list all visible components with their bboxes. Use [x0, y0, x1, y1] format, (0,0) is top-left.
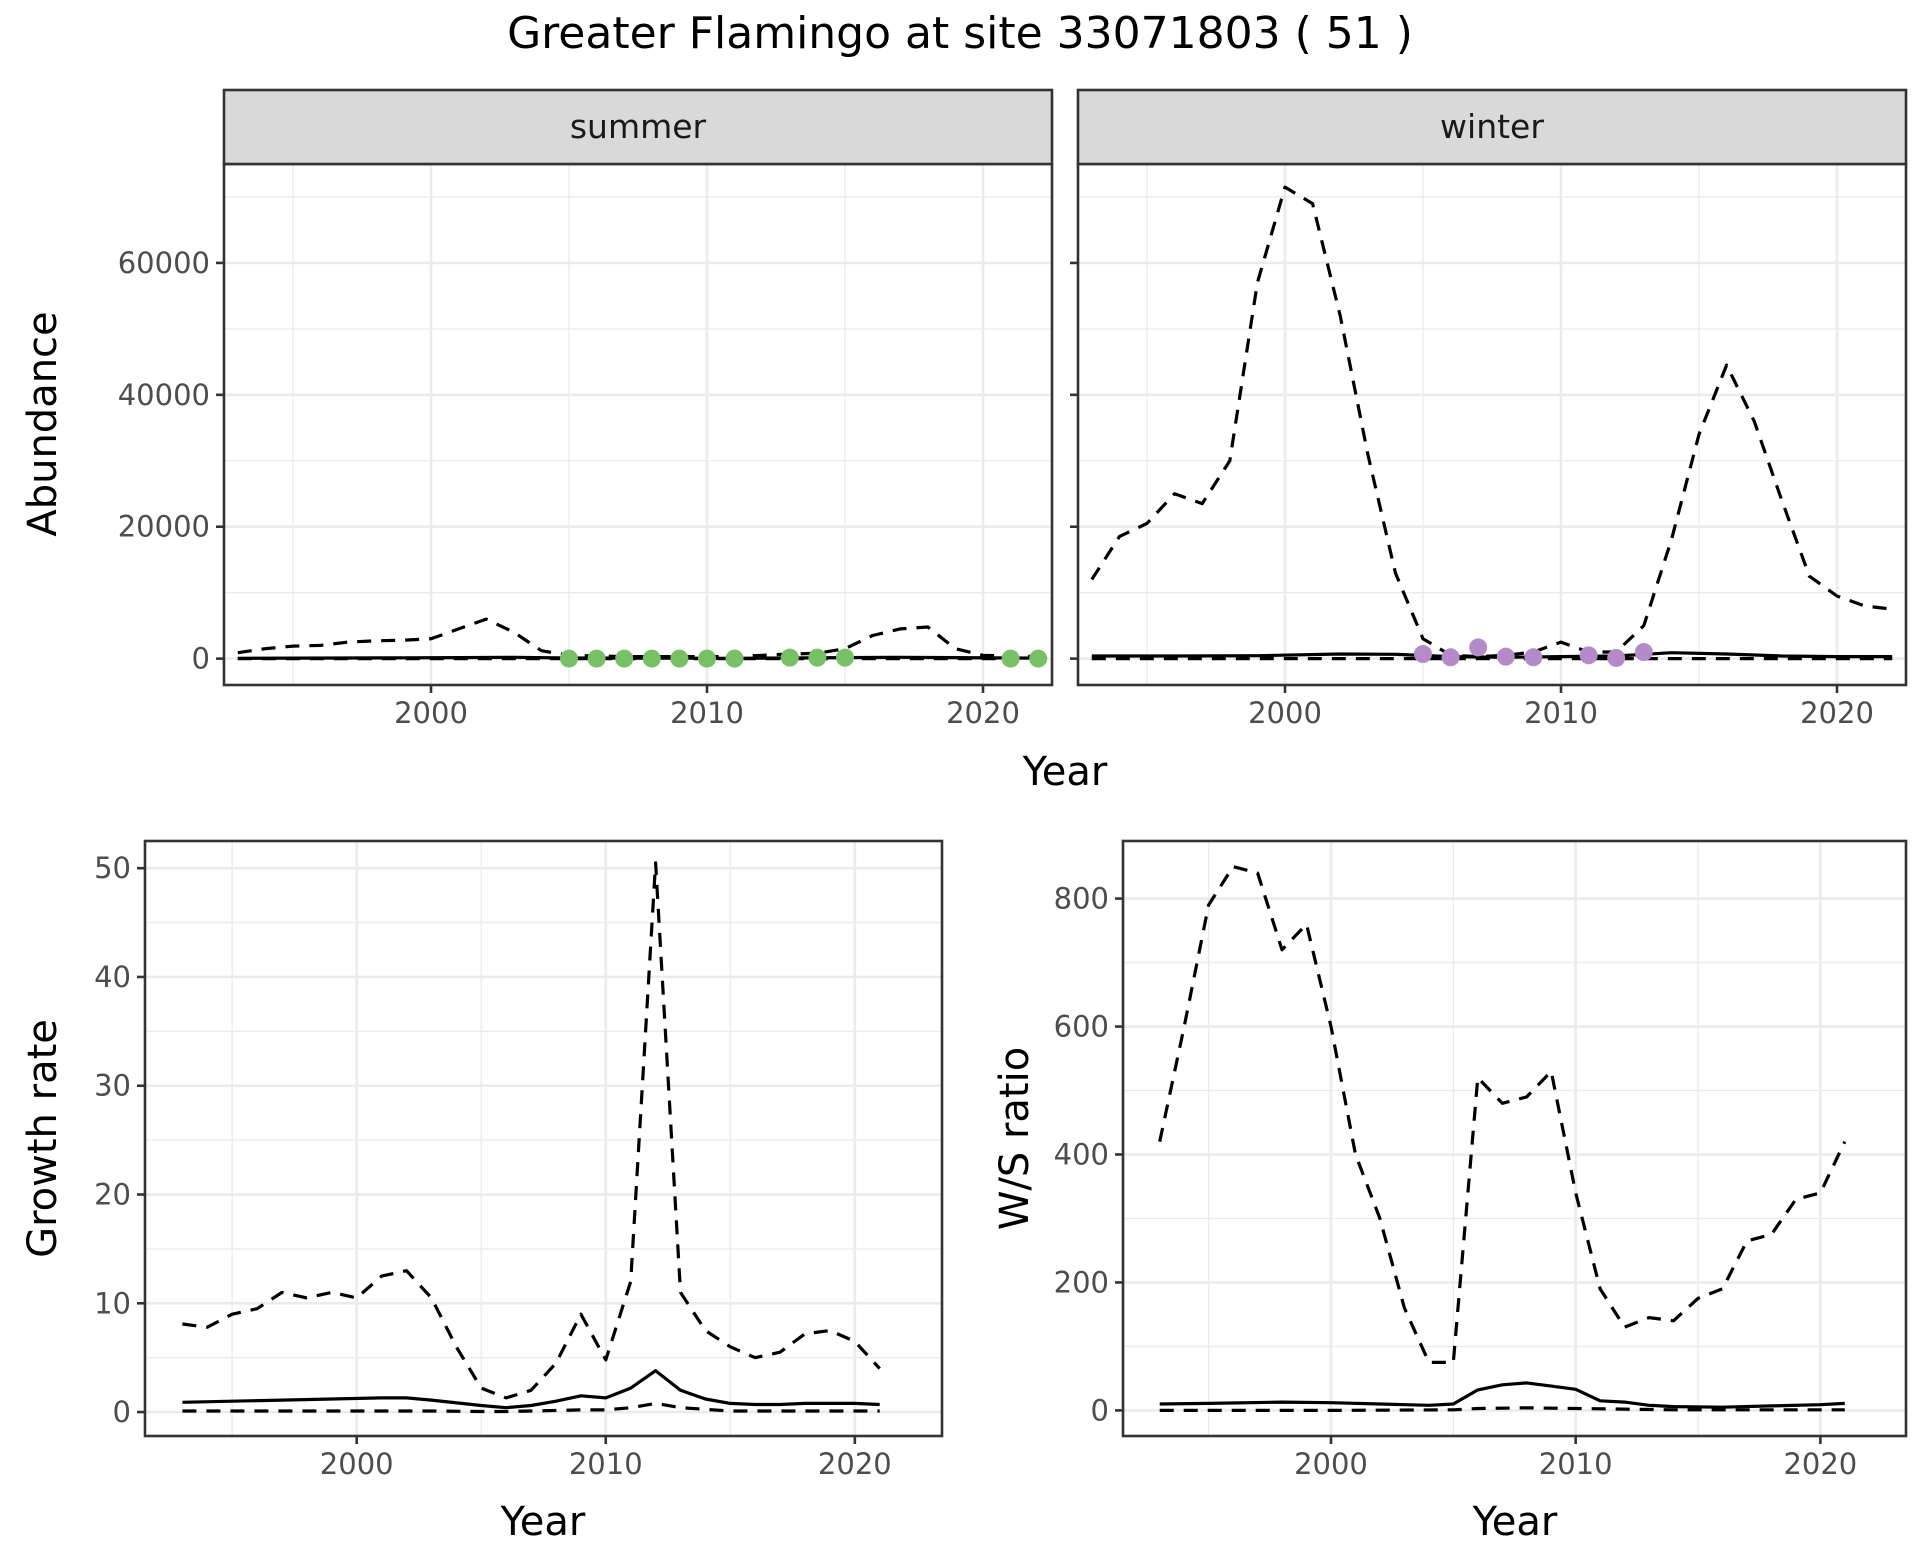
facet-summer: summer 2000 2010 2020 0 20000 40000 60000 — [118, 88, 1054, 730]
summer-observed-point — [1001, 649, 1020, 668]
x-axis-title: Year — [1472, 1499, 1558, 1545]
x-tick-label: 2000 — [1248, 696, 1322, 730]
y-tick-label: 400 — [1054, 1137, 1109, 1171]
main-title: Greater Flamingo at site 33071803 ( 51 ) — [507, 8, 1413, 59]
summer-observed-point — [836, 648, 854, 667]
y-tick-label: 0 — [1091, 1393, 1109, 1427]
summer-observed-point — [808, 648, 827, 667]
summer-observed-point — [560, 649, 578, 668]
y-tick-label: 10 — [94, 1286, 131, 1320]
y-tick-label: 50 — [94, 851, 131, 885]
facet-label-winter: winter — [1440, 107, 1544, 146]
abundance-panel: summer 2000 2010 2020 0 20000 40000 60000 winter… — [20, 88, 1908, 795]
summer-observed-point — [698, 649, 716, 668]
winter-observed-point — [1524, 648, 1543, 667]
x-tick-label: 2020 — [1783, 1447, 1857, 1481]
facet-label-summer: summer — [570, 107, 707, 146]
x-tick-label: 2000 — [394, 696, 468, 730]
x-tick-label: 2010 — [569, 1447, 643, 1481]
x-tick-label: 2020 — [946, 696, 1020, 730]
summer-observed-point — [615, 649, 634, 668]
upper-bound-line — [1158, 865, 1847, 1364]
lower-bound-line — [1159, 1406, 1845, 1412]
winter-observed-point — [1496, 647, 1515, 666]
x-tick-label: 2010 — [1539, 1447, 1613, 1481]
upper-bound-line — [182, 861, 881, 1400]
x-tick-label: 2020 — [1800, 696, 1874, 730]
facet-strip-summer — [222, 88, 1054, 166]
facet-strip-winter — [1076, 88, 1908, 166]
y-tick-label: 20000 — [118, 510, 210, 544]
winter-observed-point — [1441, 648, 1460, 667]
winter-observed-point — [1579, 646, 1598, 665]
winter-observed-point — [1634, 643, 1653, 662]
y-axis-title: Abundance — [20, 311, 66, 536]
y-tick-label: 30 — [94, 1069, 131, 1103]
growth-rate-panel: 2000 2010 2020 0 10 20 30 40 50 Year Growth rate — [20, 839, 944, 1545]
y-tick-label: 20 — [94, 1178, 131, 1212]
lower-bound-line — [182, 1401, 880, 1414]
x-tick-label: 2010 — [1524, 696, 1598, 730]
estimate-line — [1159, 1381, 1845, 1409]
summer-observed-point — [780, 648, 799, 667]
y-tick-label: 200 — [1054, 1265, 1109, 1299]
summer-observed-point — [642, 649, 661, 668]
summer-observed-point — [725, 649, 744, 668]
y-axis-title: W/S ratio — [992, 1047, 1038, 1230]
panel-border — [143, 839, 944, 1438]
x-tick-label: 2020 — [818, 1447, 892, 1481]
summer-observed-point — [1029, 649, 1048, 668]
panel-border — [1121, 839, 1908, 1438]
x-tick-label: 2010 — [670, 696, 744, 730]
x-tick-label: 2000 — [1294, 1447, 1368, 1481]
ws-ratio-panel: 2000 2010 2020 0 200 400 600 800 Year W/S ratio — [992, 839, 1908, 1545]
y-tick-label: 0 — [113, 1395, 131, 1429]
y-tick-label: 600 — [1054, 1010, 1109, 1044]
winter-observed-point — [1469, 638, 1488, 657]
y-tick-label: 800 — [1054, 882, 1109, 916]
summer-observed-point — [670, 649, 689, 668]
x-axis-title: Year — [1022, 749, 1108, 795]
x-axis-title: Year — [500, 1499, 586, 1545]
facet-winter: winter 2000 2010 2020 — [1070, 88, 1908, 730]
y-tick-label: 40000 — [118, 378, 210, 412]
y-tick-label: 0 — [192, 642, 210, 676]
estimate-line — [182, 1369, 880, 1410]
y-tick-label: 60000 — [118, 246, 210, 280]
summer-estimate-line — [237, 655, 1039, 660]
winter-observed-point — [1607, 648, 1626, 667]
y-tick-label: 40 — [94, 960, 131, 994]
y-axis-title: Growth rate — [20, 1019, 66, 1258]
winter-observed-point — [1414, 645, 1432, 664]
summer-observed-point — [587, 649, 606, 668]
x-tick-label: 2000 — [320, 1447, 394, 1481]
